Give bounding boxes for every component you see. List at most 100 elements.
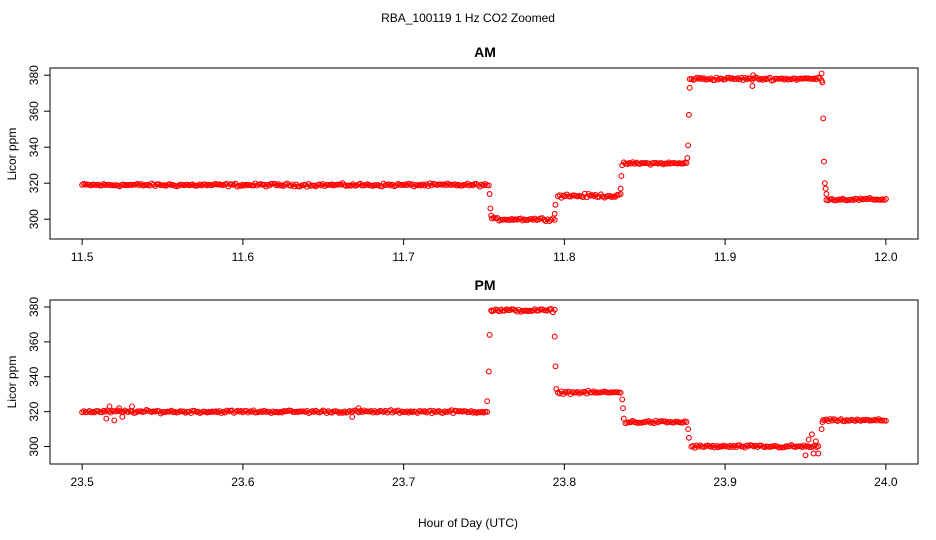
am-y-tick-label: 380 <box>27 65 41 85</box>
pm-y-tick-label: 300 <box>27 436 41 456</box>
pm-data-point <box>685 426 692 433</box>
pm-y-tick-label: 340 <box>27 366 41 386</box>
am-data-point <box>821 158 827 165</box>
pm-data-point <box>685 434 692 441</box>
am-data-point <box>457 182 464 189</box>
am-data-point <box>685 111 692 118</box>
am-data-point <box>104 181 111 188</box>
am-plot-frame <box>49 67 919 240</box>
pm-data-point <box>818 426 825 433</box>
pm-data-point <box>738 443 745 450</box>
am-y-axis-label: Licor ppm <box>5 128 19 181</box>
am-data-point <box>227 181 234 188</box>
pm-data-point <box>119 413 126 420</box>
pm-plot-frame <box>49 299 919 465</box>
am-data-point <box>91 181 98 188</box>
pm-x-tick-label: 23.7 <box>392 475 416 489</box>
pm-data-point <box>355 405 362 412</box>
am-data-point <box>270 180 276 187</box>
pm-data-point <box>882 417 889 424</box>
pm-data-point <box>620 415 627 422</box>
pm-y-axis-label: Licor ppm <box>5 356 19 409</box>
am-data-point <box>207 182 214 189</box>
pm-data-point <box>795 443 802 450</box>
am-panel: AM Licor ppm 11.5 11.6 11.7 11.8 11.9 12.0 30… <box>5 44 919 264</box>
pm-x-tick-label: 24.0 <box>874 475 898 489</box>
pm-data-point <box>552 363 559 370</box>
am-data-point <box>823 191 830 197</box>
am-data-point <box>488 212 495 219</box>
pm-x-tick-label: 23.6 <box>231 475 255 489</box>
am-data-point <box>821 180 828 187</box>
pm-data-point <box>587 389 594 396</box>
am-data-point <box>772 75 779 82</box>
x-axis-label: Hour of Day (UTC) <box>418 516 518 530</box>
pm-data-point <box>111 417 118 424</box>
pm-data-point <box>819 419 826 426</box>
am-x-tick-label: 11.9 <box>714 250 737 264</box>
pm-data-point <box>484 408 491 415</box>
am-data-point <box>552 201 559 208</box>
pm-data-point <box>683 419 690 425</box>
am-data-point <box>819 79 826 86</box>
pm-data-point <box>553 386 560 392</box>
pm-y-tick-label: 320 <box>27 401 41 421</box>
am-y-tick-label: 360 <box>27 101 41 121</box>
am-data-points <box>79 70 889 225</box>
pm-data-point <box>815 443 822 450</box>
am-x-tick-label: 11.8 <box>553 250 576 264</box>
am-data-point <box>551 210 558 217</box>
pm-y-tick-label: 360 <box>27 332 41 352</box>
pm-data-point <box>486 331 493 338</box>
pm-data-point <box>103 415 110 422</box>
am-data-point <box>882 196 889 202</box>
pm-data-point <box>810 450 817 457</box>
am-data-point <box>486 191 493 197</box>
pm-data-point <box>129 403 135 410</box>
pm-data-point <box>106 403 113 410</box>
pm-data-point <box>484 398 491 405</box>
pm-data-point <box>620 405 626 412</box>
am-data-point <box>487 205 494 212</box>
pm-data-point <box>349 413 356 420</box>
pm-data-point <box>660 418 667 425</box>
am-data-point <box>822 185 829 192</box>
am-data-point <box>651 160 658 166</box>
pm-data-point <box>551 333 558 340</box>
pm-data-point <box>551 306 558 313</box>
pm-data-point <box>802 452 809 459</box>
pm-data-point <box>812 438 819 445</box>
pm-data-point <box>815 450 822 457</box>
am-data-point <box>786 76 793 83</box>
pm-x-axis: 23.5 23.6 23.7 23.8 23.9 24.0 <box>70 463 898 489</box>
am-data-point <box>618 173 625 179</box>
pm-y-tick-label: 380 <box>27 297 41 317</box>
am-data-point <box>685 142 692 149</box>
am-data-point <box>686 84 693 91</box>
pm-x-tick-label: 23.9 <box>713 475 737 489</box>
am-data-point <box>684 155 691 161</box>
pm-x-tick-label: 23.8 <box>553 475 577 489</box>
pm-data-point <box>805 436 812 443</box>
pm-data-point <box>468 408 475 415</box>
am-data-point <box>750 72 757 79</box>
am-y-tick-label: 300 <box>27 209 41 229</box>
am-data-point <box>617 191 624 197</box>
pm-data-point <box>808 431 815 438</box>
pm-data-point <box>485 368 492 375</box>
am-data-point <box>619 162 626 169</box>
pm-data-point <box>116 405 123 412</box>
am-y-tick-label: 340 <box>27 137 41 157</box>
pm-panel-title: PM <box>475 277 496 293</box>
am-data-point <box>157 182 164 189</box>
am-data-point <box>268 180 275 187</box>
pm-data-point <box>617 389 624 396</box>
pm-x-tick-label: 23.5 <box>70 475 94 489</box>
am-x-tick-label: 11.6 <box>232 250 255 264</box>
am-data-point <box>617 185 624 192</box>
am-x-tick-label: 12.0 <box>874 250 898 264</box>
am-data-point <box>820 115 827 122</box>
am-data-point <box>309 182 316 189</box>
am-data-point <box>485 182 492 189</box>
